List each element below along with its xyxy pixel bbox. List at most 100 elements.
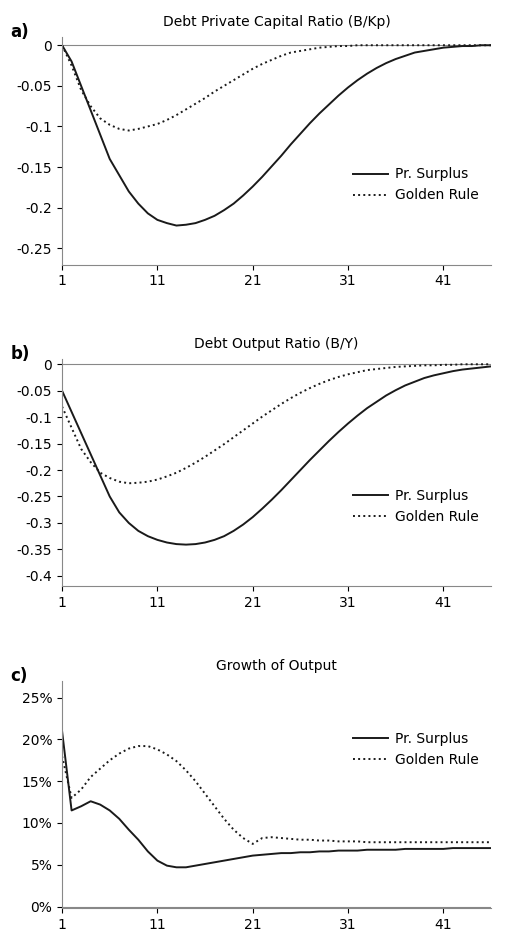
Pr. Surplus — [201, 537, 208, 548]
Golden Rule — [126, 477, 132, 489]
Pr. Surplus — [420, 372, 426, 384]
Golden Rule — [87, 771, 93, 782]
Pr. Surplus — [344, 81, 350, 93]
Golden Rule — [420, 40, 426, 51]
Pr. Surplus — [87, 795, 93, 807]
Pr. Surplus — [373, 844, 379, 855]
Pr. Surplus — [392, 384, 398, 396]
Golden Rule — [363, 365, 369, 376]
Golden Rule — [487, 40, 493, 51]
Pr. Surplus — [459, 843, 465, 854]
Pr. Surplus — [306, 455, 312, 466]
Pr. Surplus — [107, 805, 113, 816]
Golden Rule — [392, 836, 398, 848]
Pr. Surplus — [335, 426, 341, 438]
Golden Rule — [68, 60, 74, 71]
Golden Rule — [192, 457, 198, 469]
Golden Rule — [459, 40, 465, 51]
Golden Rule — [97, 113, 103, 124]
Line: Pr. Surplus: Pr. Surplus — [62, 366, 490, 545]
Pr. Surplus — [449, 366, 455, 377]
Pr. Surplus — [126, 186, 132, 197]
Pr. Surplus — [183, 862, 189, 873]
Pr. Surplus — [373, 396, 379, 407]
Pr. Surplus — [316, 846, 322, 857]
Golden Rule — [439, 836, 445, 848]
Golden Rule — [411, 360, 417, 371]
Pr. Surplus — [126, 824, 132, 835]
Pr. Surplus — [344, 418, 350, 429]
Golden Rule — [287, 46, 293, 58]
Pr. Surplus — [173, 862, 179, 873]
Pr. Surplus — [459, 41, 465, 52]
Pr. Surplus — [487, 843, 493, 854]
Line: Pr. Surplus: Pr. Surplus — [62, 731, 490, 867]
Pr. Surplus — [439, 42, 445, 53]
Pr. Surplus — [306, 847, 312, 858]
Pr. Surplus — [363, 68, 369, 80]
Pr. Surplus — [373, 63, 379, 74]
Pr. Surplus — [411, 843, 417, 854]
Golden Rule — [154, 743, 160, 755]
Golden Rule — [468, 40, 474, 51]
Pr. Surplus — [97, 799, 103, 811]
Pr. Surplus — [126, 517, 132, 528]
Golden Rule — [478, 40, 484, 51]
Pr. Surplus — [344, 845, 350, 856]
Pr. Surplus — [211, 857, 217, 868]
Golden Rule — [240, 69, 246, 80]
Pr. Surplus — [401, 843, 408, 854]
Pr. Surplus — [459, 364, 465, 375]
Golden Rule — [297, 45, 303, 57]
Pr. Surplus — [259, 503, 265, 514]
Pr. Surplus — [107, 153, 113, 165]
Golden Rule — [382, 40, 388, 51]
Pr. Surplus — [392, 53, 398, 64]
Pr. Surplus — [221, 530, 227, 542]
Pr. Surplus — [306, 117, 312, 129]
Golden Rule — [249, 63, 255, 75]
Golden Rule — [335, 41, 341, 52]
Pr. Surplus — [478, 843, 484, 854]
Pr. Surplus — [135, 198, 141, 209]
Golden Rule — [335, 371, 341, 383]
Pr. Surplus — [430, 369, 436, 381]
Golden Rule — [107, 473, 113, 484]
Golden Rule — [325, 835, 331, 847]
Golden Rule — [126, 742, 132, 754]
Pr. Surplus — [325, 846, 331, 857]
Golden Rule — [316, 835, 322, 847]
Golden Rule — [430, 40, 436, 51]
Pr. Surplus — [59, 40, 65, 51]
Pr. Surplus — [287, 474, 293, 486]
Pr. Surplus — [68, 406, 74, 418]
Golden Rule — [173, 110, 179, 121]
Golden Rule — [135, 477, 141, 489]
Pr. Surplus — [363, 844, 369, 855]
Golden Rule — [449, 836, 455, 848]
Pr. Surplus — [354, 845, 360, 856]
Pr. Surplus — [144, 846, 150, 857]
Pr. Surplus — [411, 376, 417, 387]
Text: b): b) — [11, 346, 30, 364]
Golden Rule — [173, 467, 179, 478]
Pr. Surplus — [382, 390, 388, 402]
Pr. Surplus — [382, 58, 388, 69]
Pr. Surplus — [401, 50, 408, 62]
Pr. Surplus — [135, 834, 141, 846]
Golden Rule — [164, 749, 170, 760]
Pr. Surplus — [382, 844, 388, 855]
Golden Rule — [278, 832, 284, 844]
Pr. Surplus — [78, 800, 84, 812]
Golden Rule — [59, 40, 65, 51]
Pr. Surplus — [297, 464, 303, 475]
Golden Rule — [316, 378, 322, 389]
Golden Rule — [68, 422, 74, 434]
Pr. Surplus — [183, 539, 189, 550]
Golden Rule — [183, 764, 189, 776]
Pr. Surplus — [192, 218, 198, 229]
Golden Rule — [268, 404, 274, 416]
Legend: Pr. Surplus, Golden Rule: Pr. Surplus, Golden Rule — [347, 484, 483, 529]
Pr. Surplus — [201, 858, 208, 869]
Pr. Surplus — [192, 860, 198, 871]
